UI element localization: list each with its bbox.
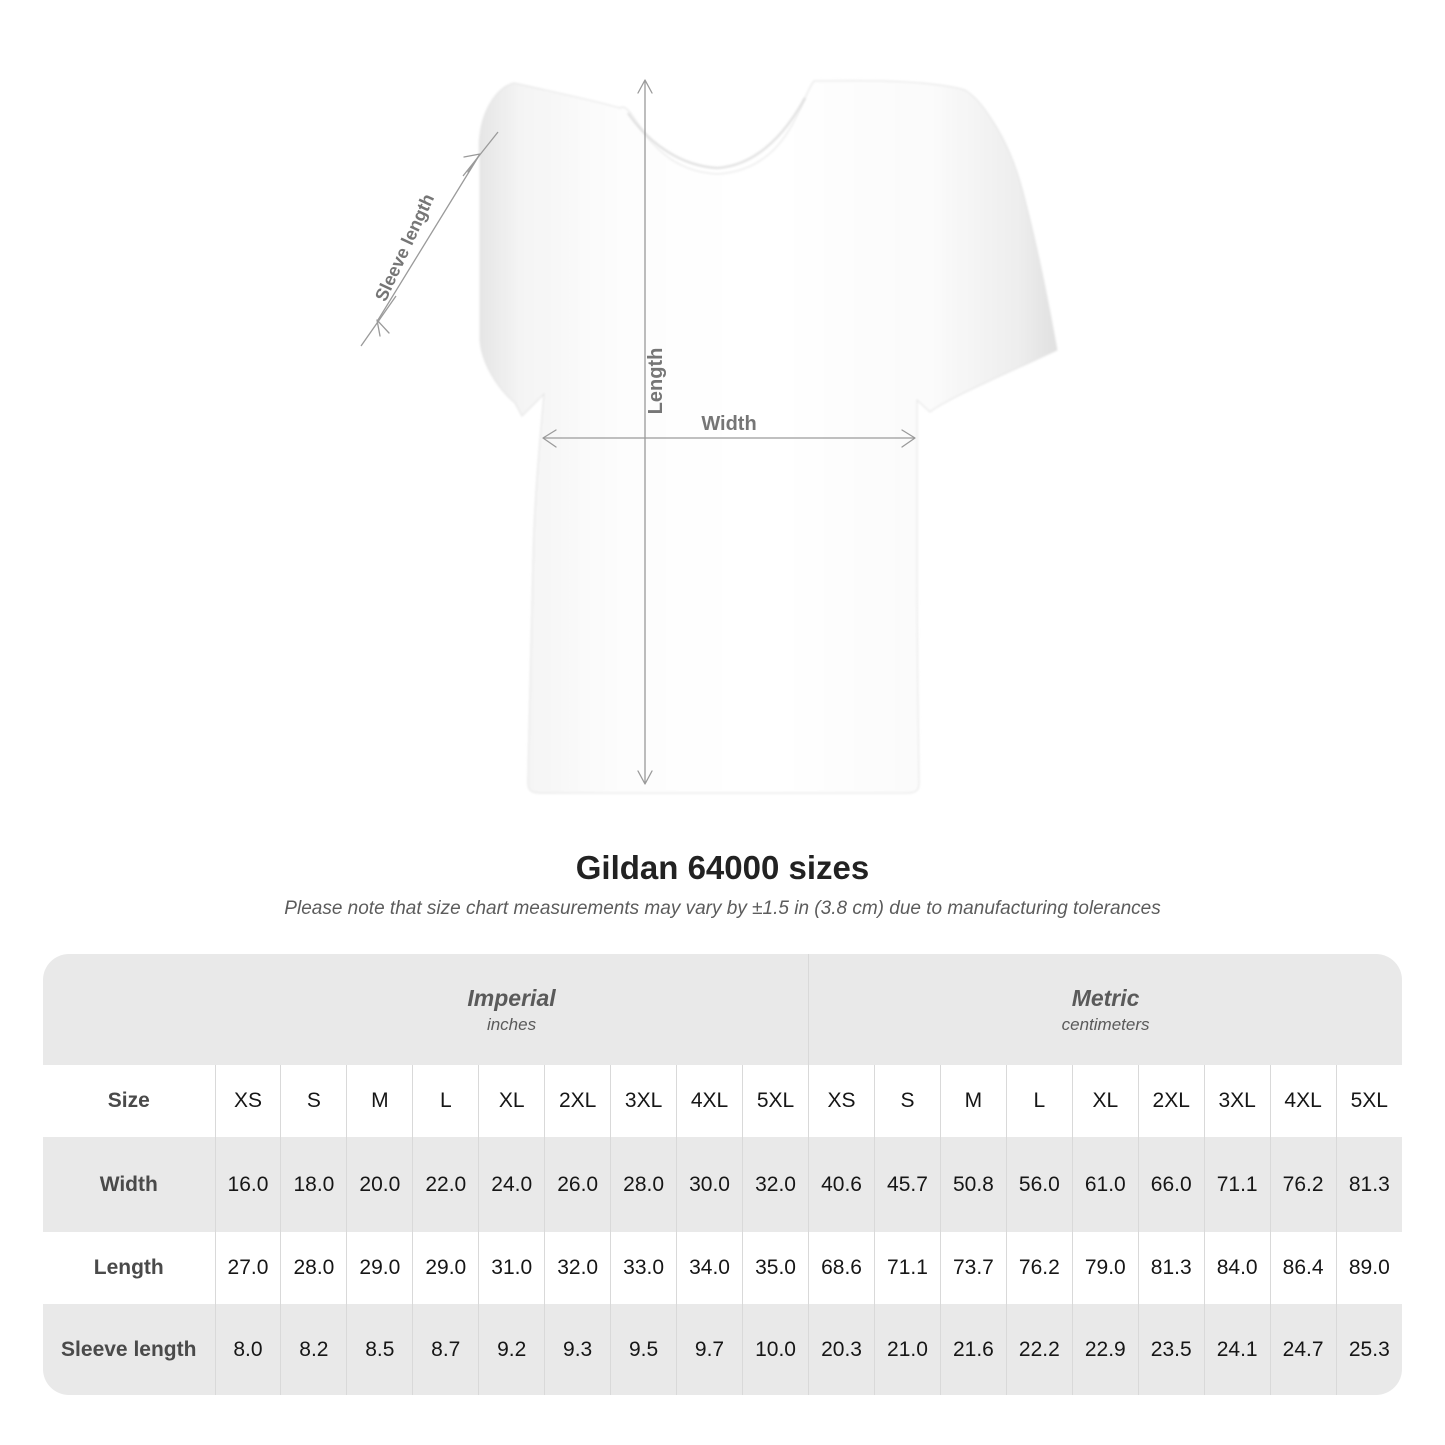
svg-text:Length: Length (645, 348, 667, 415)
svg-text:Width: Width (701, 413, 756, 435)
svg-text:Sleeve length: Sleeve length (371, 191, 438, 305)
